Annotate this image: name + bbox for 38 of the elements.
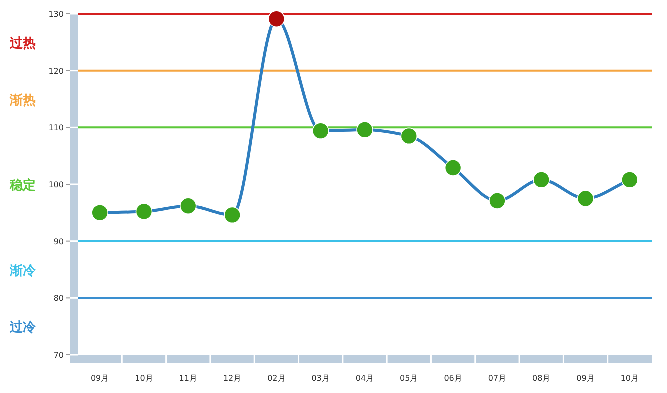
point <box>489 192 506 210</box>
text: 渐热 <box>9 93 36 108</box>
point <box>312 122 330 140</box>
x-tick-label: 02月 <box>268 374 286 383</box>
y-tick-label: 80 <box>54 294 64 304</box>
point <box>356 122 374 138</box>
x-tick-label: 11月 <box>179 374 198 383</box>
text: 稳定 <box>9 178 36 194</box>
y-tick-label: 130 <box>48 10 64 19</box>
point <box>622 172 638 188</box>
x-tick-label: 05月 <box>400 374 418 383</box>
text: 过热 <box>9 36 36 52</box>
y-tick-label: 70 <box>54 351 64 360</box>
y-tick-label: 90 <box>54 237 64 246</box>
x-tick-label: 04月 <box>356 374 374 383</box>
point <box>533 172 550 188</box>
point <box>224 206 241 224</box>
x-tick-label: 12月 <box>223 374 242 383</box>
point <box>92 204 108 222</box>
x-tick-label: 03月 <box>312 374 330 383</box>
point <box>180 198 197 214</box>
point <box>444 160 462 176</box>
text: 过冷 <box>9 320 37 336</box>
point <box>400 128 418 145</box>
x-tick-label: 10月 <box>135 374 154 383</box>
x-tick-label: 08月 <box>532 374 551 383</box>
x-tick-label: 09月 <box>90 374 110 383</box>
point <box>136 203 153 220</box>
y-tick-label: 100 <box>48 180 64 190</box>
x-tick-label: 09月 <box>576 374 595 383</box>
y-tick-label: 120 <box>48 66 64 76</box>
x-tick-label: 06月 <box>444 374 462 383</box>
point <box>268 10 286 28</box>
x-tick-label: 07月 <box>488 374 507 383</box>
x-tick-label: 10月 <box>620 374 640 383</box>
text: 渐冷 <box>9 264 37 279</box>
point <box>577 190 594 208</box>
y-tick-label: 110 <box>48 124 64 133</box>
